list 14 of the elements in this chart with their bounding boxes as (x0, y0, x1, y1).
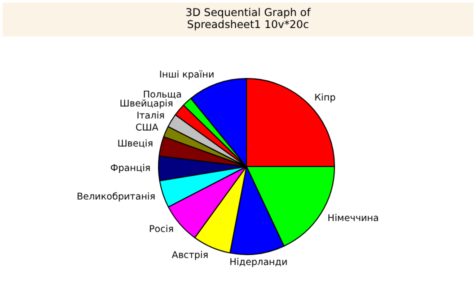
slice-label: Росія (149, 224, 174, 236)
slice-label: Нідерланди (230, 257, 288, 268)
slice-label: Австрія (172, 250, 208, 262)
chart-title: 3D Sequential Graph of Spreadsheet1 10v*20c (186, 6, 311, 31)
slice-label: Інші країни (159, 70, 214, 81)
slice-label: Швейцарія (120, 98, 174, 110)
slice-label: Італія (136, 110, 165, 122)
slice-label: Кіпр (314, 92, 336, 104)
slice-label: Франція (110, 163, 151, 174)
slice-label: Великобританія (76, 192, 156, 203)
slice-label: Німеччина (328, 212, 379, 224)
slice-label: США (136, 122, 160, 134)
slice-label: Швеція (117, 138, 154, 150)
slice-label: Польща (142, 89, 182, 100)
